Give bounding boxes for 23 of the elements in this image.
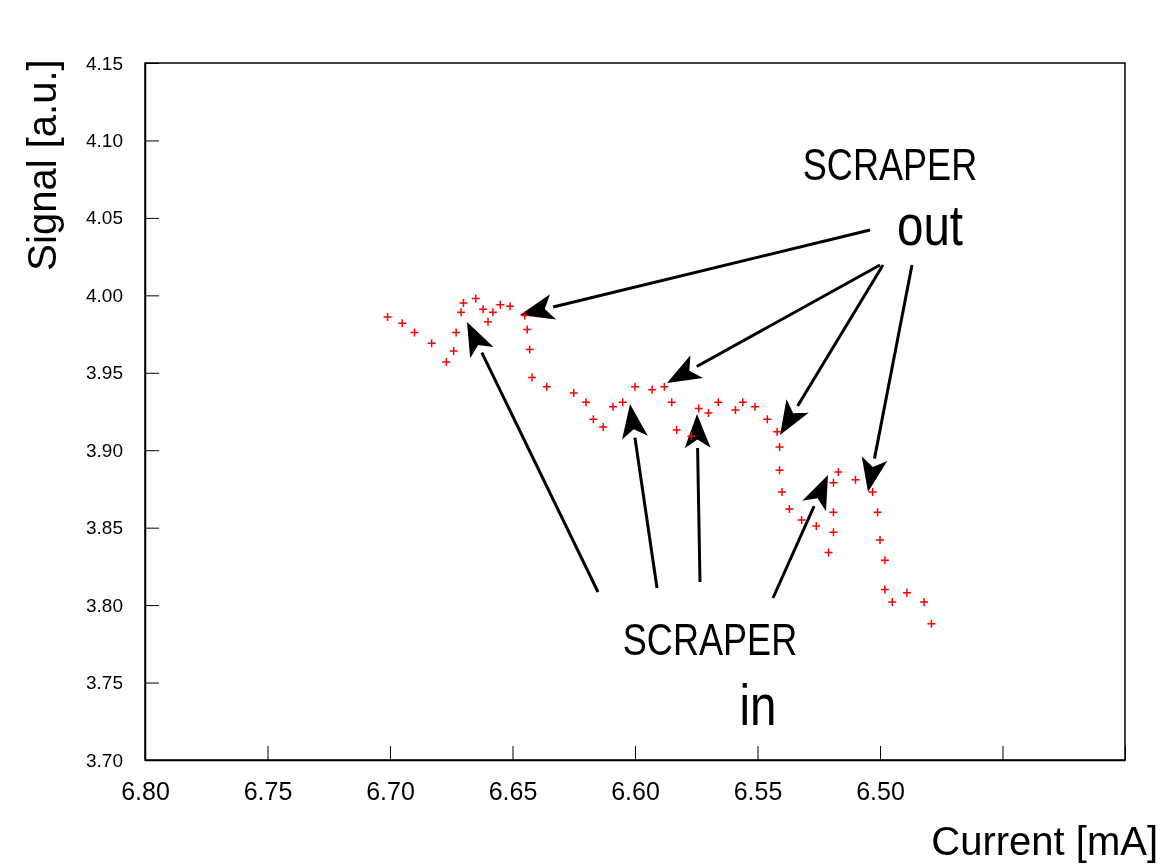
y-tick-label: 3.85 — [86, 517, 123, 539]
x-tick-label: 6.60 — [611, 776, 660, 805]
x-tick-label: 6.55 — [733, 776, 783, 805]
y-tick-label: 3.70 — [86, 749, 123, 771]
x-tick-label: 6.70 — [366, 776, 415, 805]
x-tick-label: 6.80 — [121, 776, 170, 805]
x-tick-label: 6.75 — [243, 776, 293, 805]
y-tick-label: 3.80 — [86, 594, 123, 616]
annotation: SCRAPER — [622, 615, 798, 665]
y-axis-title: Signal [a.u.] — [20, 59, 64, 271]
y-tick-label: 3.75 — [86, 672, 123, 694]
annotation: in — [739, 672, 777, 738]
y-tick-label: 3.95 — [86, 362, 123, 384]
y-tick-label: 4.15 — [86, 52, 123, 74]
x-tick-label: 6.50 — [856, 776, 905, 805]
y-tick-label: 4.10 — [86, 130, 123, 152]
y-tick-label: 4.05 — [86, 207, 123, 229]
x-tick-label: 6.65 — [488, 776, 538, 805]
x-axis-title: Current [mA] — [931, 819, 1158, 863]
annotation: out — [896, 192, 964, 258]
y-tick-label: 4.00 — [86, 284, 123, 306]
y-tick-label: 3.90 — [86, 439, 123, 461]
annotation: SCRAPER — [802, 140, 978, 190]
